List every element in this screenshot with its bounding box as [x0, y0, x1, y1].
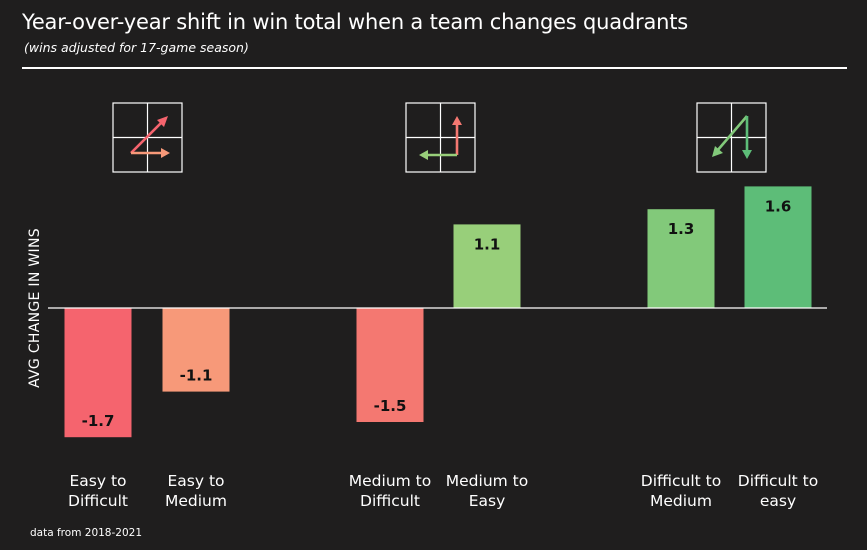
category-label-3-1: Easy — [469, 492, 506, 510]
category-label-4-0: Difficult to — [641, 472, 721, 490]
arrow-up-right-and-right-icon — [112, 102, 183, 173]
title-divider — [22, 67, 847, 69]
bar-value-label-0: -1.7 — [82, 412, 115, 430]
data-source-note: data from 2018-2021 — [30, 527, 142, 539]
category-label-2-0: Medium to — [349, 472, 431, 490]
arrow-up-left-and-down-icon — [696, 102, 767, 173]
arrow-up-and-left-icon — [405, 102, 476, 173]
category-label-1-1: Medium — [165, 492, 227, 510]
category-label-1-0: Easy to — [167, 472, 224, 490]
bar-value-label-4: 1.3 — [668, 220, 695, 238]
category-label-5-1: easy — [760, 492, 796, 510]
bar-1 — [162, 308, 230, 392]
category-label-0-0: Easy to — [69, 472, 126, 490]
category-label-5-0: Difficult to — [738, 472, 818, 490]
bar-3 — [453, 224, 521, 308]
bar-5 — [744, 186, 812, 308]
bar-2 — [356, 308, 424, 422]
bar-value-label-5: 1.6 — [765, 197, 792, 215]
category-label-2-1: Difficult — [360, 492, 420, 510]
bar-value-label-2: -1.5 — [374, 397, 407, 415]
bar-value-label-1: -1.1 — [180, 367, 213, 385]
y-axis-label: AVG CHANGE IN WINS — [27, 228, 43, 388]
category-label-3-0: Medium to — [446, 472, 528, 490]
quadrant-icons — [112, 102, 767, 173]
bar-0 — [64, 308, 132, 438]
bar-4 — [647, 209, 715, 308]
category-label-0-1: Difficult — [68, 492, 128, 510]
bar-value-label-3: 1.1 — [474, 235, 501, 253]
category-label-4-1: Medium — [650, 492, 712, 510]
chart-subtitle: (wins adjusted for 17-game season) — [24, 40, 249, 55]
chart-title: Year-over-year shift in win total when a… — [22, 10, 689, 34]
